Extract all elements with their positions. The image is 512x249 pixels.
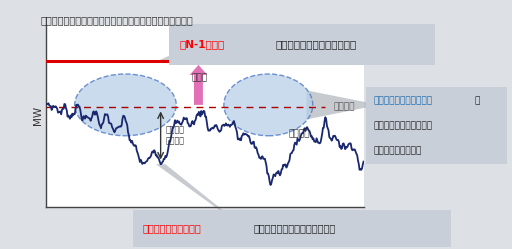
Text: 空容量: 空容量 — [191, 73, 207, 82]
Text: 最大潮流
（想定）: 最大潮流 （想定） — [165, 125, 184, 145]
Text: がより利用しやすく: がより利用しやすく — [373, 146, 421, 155]
Text: により最大潮流想定の精度向上: により最大潮流想定の精度向上 — [254, 223, 336, 234]
Polygon shape — [156, 164, 252, 234]
FancyArrow shape — [190, 65, 207, 105]
Text: 「想定潮流の合理化」: 「想定潮流の合理化」 — [143, 223, 201, 234]
Text: の適用により運用容量を拡大: の適用により運用容量を拡大 — [275, 39, 357, 49]
Text: の: の — [475, 97, 480, 106]
Text: 「N-1電制」: 「N-1電制」 — [180, 39, 225, 49]
Polygon shape — [306, 90, 379, 120]
Polygon shape — [157, 39, 221, 61]
Text: 運用容量: 運用容量 — [333, 102, 355, 111]
Text: （特定の送電線に流れる電力潮流と運用容量のイメージ）: （特定の送電線に流れる電力潮流と運用容量のイメージ） — [41, 15, 194, 25]
Ellipse shape — [75, 74, 176, 136]
Text: 想定潮流: 想定潮流 — [289, 129, 310, 138]
X-axis label: 年間: 年間 — [199, 212, 211, 222]
Ellipse shape — [224, 74, 313, 136]
Y-axis label: MW: MW — [33, 106, 44, 125]
Text: 「ノンファーム型接続」: 「ノンファーム型接続」 — [373, 97, 432, 106]
Text: 導入により系統の空容量: 導入により系統の空容量 — [373, 121, 432, 130]
